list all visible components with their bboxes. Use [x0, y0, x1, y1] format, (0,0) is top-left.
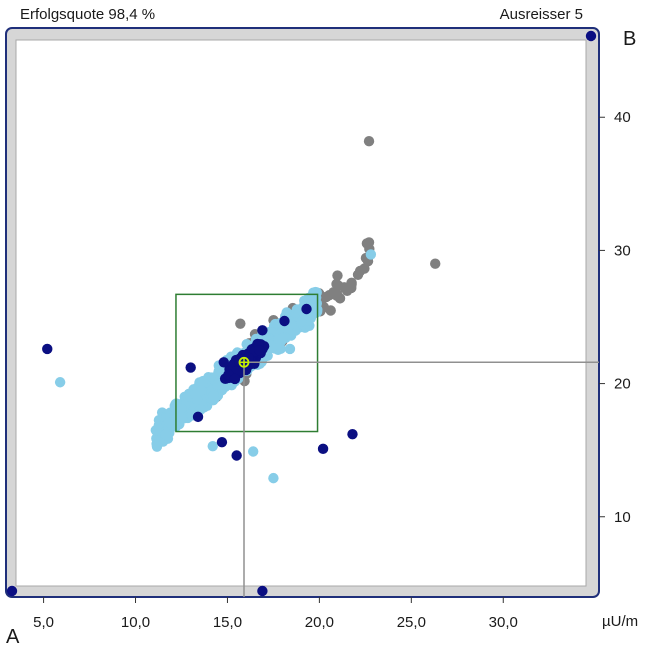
gray-point — [363, 237, 375, 248]
dark-blue-point — [317, 443, 329, 455]
x-tick-label: 10,0 — [121, 614, 150, 631]
light-blue-point — [277, 333, 289, 344]
y-tick-label: 10 — [614, 509, 631, 526]
dark-blue-point — [42, 343, 53, 355]
dark-blue-point — [279, 315, 290, 327]
gray-point — [359, 263, 370, 274]
dark-blue-point — [229, 373, 241, 385]
dark-blue-point — [301, 303, 312, 315]
x-tick-label: 20,0 — [305, 614, 334, 631]
light-blue-point — [151, 424, 162, 436]
light-blue-point — [207, 440, 218, 452]
corner-label-a: A — [6, 626, 20, 648]
light-blue-point — [281, 307, 292, 318]
light-blue-point — [365, 249, 377, 260]
y-tick-label: 40 — [614, 109, 631, 126]
light-blue-point — [197, 375, 209, 387]
x-tick-label: 25,0 — [397, 614, 426, 631]
gray-point — [363, 136, 375, 147]
y-tick-label: 30 — [614, 242, 631, 259]
light-blue-point — [163, 417, 175, 428]
dark-blue-point — [231, 450, 242, 461]
x-tick-label: 5,0 — [33, 614, 54, 631]
x-tick-label: 15,0 — [213, 614, 242, 631]
x-tick-label: 30,0 — [489, 614, 518, 631]
dark-blue-point — [185, 362, 196, 373]
outlier-count-label: Ausreisser 5 — [499, 6, 583, 23]
light-blue-point — [247, 446, 259, 457]
x-axis-unit: µU/m — [602, 613, 639, 630]
gray-point — [332, 270, 343, 281]
dark-blue-point — [253, 345, 265, 356]
outlier-point — [257, 585, 268, 597]
light-blue-point — [266, 342, 278, 353]
outlier-point — [6, 585, 18, 597]
dark-blue-point — [218, 357, 229, 368]
dark-blue-point — [216, 436, 228, 448]
light-blue-point — [213, 365, 224, 377]
light-blue-point — [151, 441, 163, 452]
dark-blue-point — [347, 428, 358, 440]
light-blue-point — [268, 472, 279, 484]
dark-blue-point — [257, 325, 268, 336]
gray-point — [430, 258, 441, 269]
light-blue-point — [54, 377, 66, 388]
light-blue-point — [176, 403, 187, 414]
light-blue-point — [208, 390, 219, 401]
corner-label-b: B — [623, 28, 637, 50]
dark-blue-point — [192, 411, 204, 423]
light-blue-point — [176, 412, 187, 423]
success-rate-label: Erfolgsquote 98,4 % — [20, 6, 156, 23]
dark-blue-point — [231, 365, 242, 377]
mean-marker — [238, 356, 250, 368]
dark-blue-point — [243, 352, 254, 364]
gray-point — [339, 282, 350, 293]
y-tick-label: 20 — [614, 376, 631, 393]
light-blue-point — [189, 389, 201, 400]
light-blue-point — [160, 429, 171, 440]
gray-point — [235, 318, 246, 329]
outlier-point — [585, 30, 597, 42]
light-blue-point — [212, 379, 223, 391]
light-blue-point — [284, 343, 296, 355]
gray-point — [324, 289, 335, 301]
